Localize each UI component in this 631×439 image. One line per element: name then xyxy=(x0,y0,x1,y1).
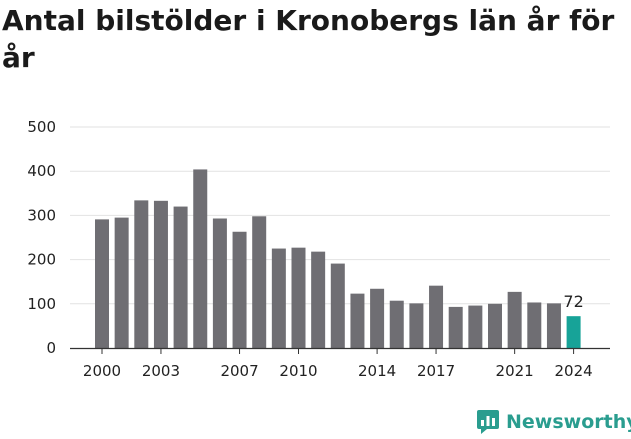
chart-title: Antal bilstölder i Kronobergs län år för… xyxy=(2,4,615,74)
y-axis-ticks: 0 100 200 300 400 500 xyxy=(27,118,56,357)
y-tick-label: 300 xyxy=(27,206,56,224)
newsworthy-chart-bubble-icon xyxy=(477,410,499,434)
brand-name: Newsworthy xyxy=(506,411,631,433)
x-tick-label: 2007 xyxy=(220,362,258,380)
bar-chart: 0 100 200 300 400 500 2000 2003 2007 2010 2014 201… xyxy=(27,118,610,380)
bar-2015 xyxy=(389,300,404,348)
bar-2017 xyxy=(429,285,444,348)
bars xyxy=(95,169,581,348)
newsworthy-logo: Newsworthy xyxy=(476,406,631,438)
bar-2020 xyxy=(488,303,502,348)
x-tick-label: 2010 xyxy=(279,362,317,380)
bar-2005 xyxy=(193,169,208,348)
y-tick-label: 100 xyxy=(27,295,56,313)
bar-2014 xyxy=(370,288,385,348)
y-tick-label: 500 xyxy=(27,118,56,136)
bar-2016 xyxy=(409,303,424,348)
bar-2000 xyxy=(95,219,109,348)
data-label-2024: 72 xyxy=(563,292,583,311)
bar-2010 xyxy=(291,247,306,348)
bar-2022 xyxy=(527,302,542,348)
bar-2019 xyxy=(468,305,483,348)
x-tick-label: 2003 xyxy=(142,362,180,380)
bar-2002 xyxy=(134,200,149,348)
bar-2024 xyxy=(566,316,581,348)
y-tick-label: 200 xyxy=(27,251,56,269)
y-tick-label: 400 xyxy=(27,162,56,180)
bar-2013 xyxy=(350,293,365,348)
bar-2023 xyxy=(546,303,561,348)
y-tick-label: 0 xyxy=(46,339,56,357)
bar-2008 xyxy=(252,216,267,348)
bar-2012 xyxy=(330,263,345,348)
bar-2018 xyxy=(448,306,463,348)
x-tick-label: 2000 xyxy=(83,362,121,380)
bar-2001 xyxy=(114,217,129,348)
bar-2006 xyxy=(212,218,227,348)
bar-2021 xyxy=(507,291,522,348)
x-tick-label: 2014 xyxy=(358,362,396,380)
x-tick-label: 2021 xyxy=(496,362,534,380)
bar-2007 xyxy=(232,231,247,348)
bar-2011 xyxy=(311,251,326,348)
x-axis: 2000 2003 2007 2010 2014 2017 2021 2024 xyxy=(70,347,610,380)
bar-2003 xyxy=(153,200,168,348)
x-tick-label: 2017 xyxy=(417,362,455,380)
x-tick-label: 2024 xyxy=(555,362,593,380)
data-labels: 72 xyxy=(563,292,583,311)
bar-2009 xyxy=(271,248,286,348)
bar-2004 xyxy=(173,206,188,348)
